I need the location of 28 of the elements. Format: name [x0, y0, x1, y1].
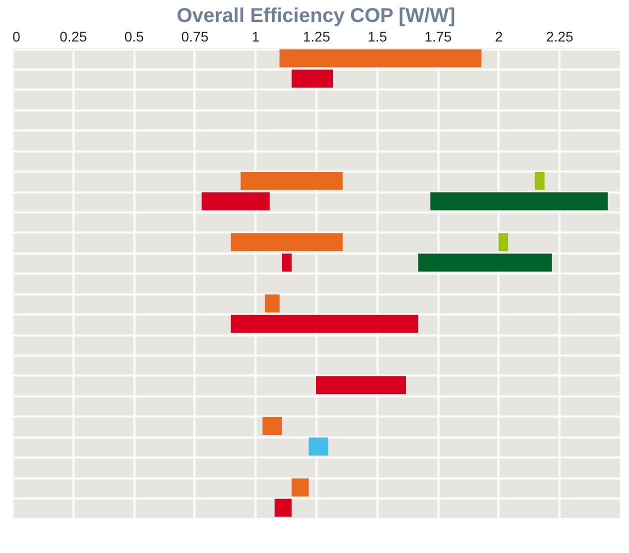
x-tick-label: 0: [12, 28, 20, 44]
x-tick-label: 0.25: [60, 28, 88, 44]
x-tick-label: 0.5: [124, 28, 144, 44]
bar: [430, 192, 608, 210]
bar: [418, 254, 552, 272]
bar: [202, 192, 270, 210]
bar: [280, 49, 482, 68]
bar: [262, 417, 282, 436]
bar: [534, 172, 545, 190]
chart-title: Overall Efficiency COP [W/W]: [176, 5, 456, 27]
bar: [240, 172, 343, 190]
bar: [274, 498, 292, 517]
bar: [230, 233, 343, 252]
bar: [292, 70, 334, 88]
bar: [498, 233, 508, 252]
bar: [292, 478, 309, 496]
x-tick-label: 2: [495, 28, 503, 44]
bar: [264, 294, 280, 312]
bar: [308, 437, 328, 456]
x-tick-label: 2.25: [546, 28, 574, 44]
x-tick-label: 1: [252, 28, 260, 44]
x-tick-label: 1.5: [368, 28, 388, 44]
x-tick-label: 1.75: [424, 28, 452, 44]
bar: [230, 314, 418, 333]
x-tick-label: 0.75: [181, 28, 209, 44]
x-tick-label: 1.25: [302, 28, 330, 44]
bar: [316, 376, 406, 394]
bar: [282, 254, 292, 272]
